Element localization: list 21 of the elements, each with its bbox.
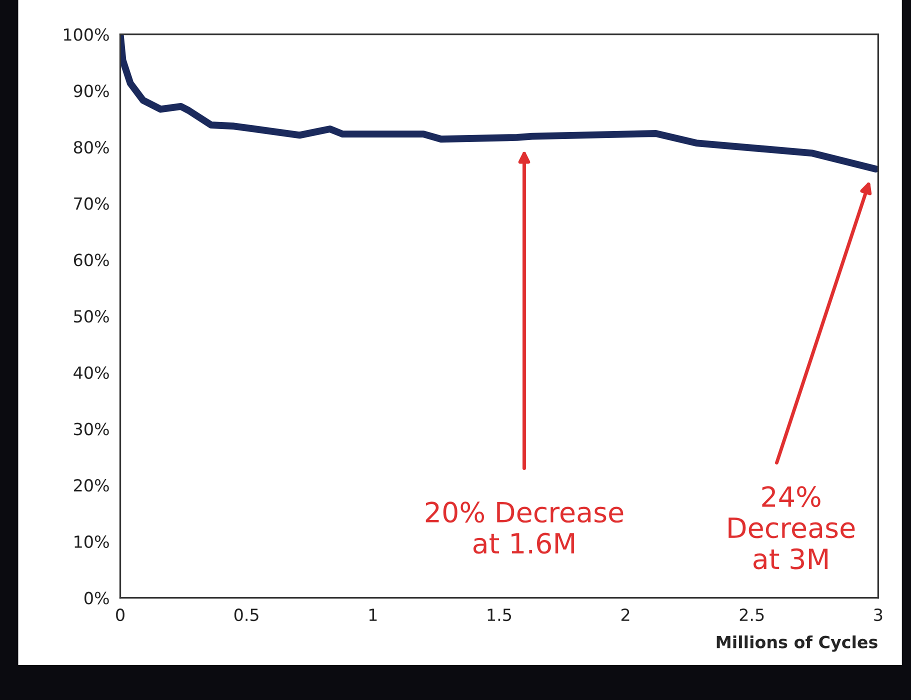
x-axis-title: Millions of Cycles	[716, 635, 878, 652]
x-tick-label: 3	[874, 608, 882, 622]
y-tick-label: 40%	[74, 366, 109, 379]
annotation: 24% Decrease at 3M	[728, 486, 855, 570]
y-tick-label: 20%	[74, 479, 109, 492]
y-tick-label: 0%	[84, 592, 109, 604]
x-tick-label: 1	[369, 608, 377, 621]
y-tick-label: 100%	[64, 28, 109, 41]
x-tick-label: 0.5	[234, 608, 258, 622]
y-tick-label: 60%	[74, 254, 109, 266]
y-tick-label: 30%	[74, 422, 109, 436]
x-tick-label: 2	[621, 608, 630, 621]
y-tick-label: 10%	[74, 535, 109, 548]
y-tick-label: 70%	[74, 197, 109, 210]
y-tick-label: 90%	[74, 84, 109, 98]
annotation: 20% Decrease at 1.6M	[426, 502, 624, 554]
x-tick-label: 0	[116, 608, 124, 622]
y-tick-label: 50%	[74, 310, 109, 323]
x-tick-label: 1.5	[488, 608, 512, 622]
y-tick-label: 80%	[74, 140, 109, 154]
x-tick-label: 2.5	[740, 608, 764, 622]
